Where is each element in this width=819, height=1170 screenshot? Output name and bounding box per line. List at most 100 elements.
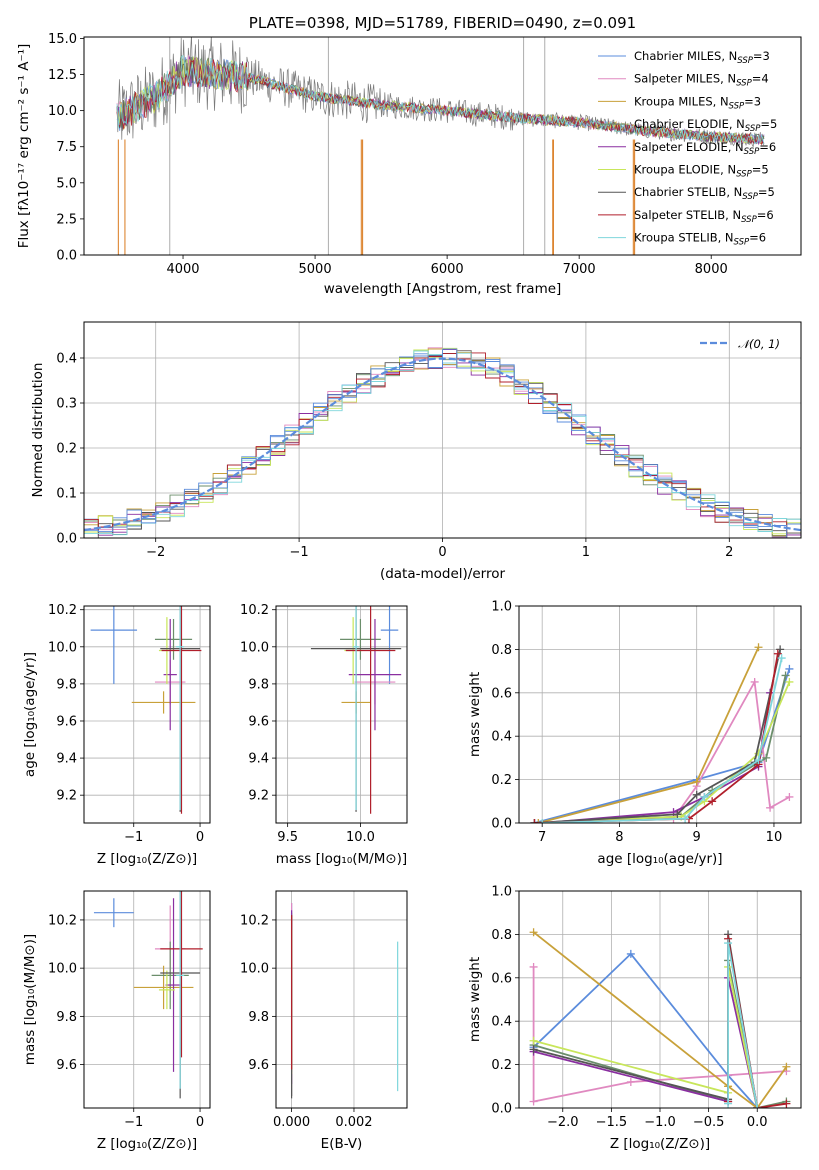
axes-mass-vs-EBV: 0.000 0.002 9.6 9.8 10.0 10.2 E(B-V)	[240, 890, 408, 1152]
weight-marker	[782, 1099, 791, 1108]
plot-frame	[83, 605, 211, 824]
weight-line	[542, 681, 791, 823]
tick-label-y: 0.4	[491, 1015, 512, 1030]
tick-label-y: 10.0	[240, 962, 269, 977]
weight-marker	[626, 1077, 635, 1086]
weight-line	[542, 692, 771, 823]
legend-label: Salpeter ELODIE, NSSP=6	[634, 140, 776, 157]
weight-marker	[785, 792, 794, 801]
plot-frame	[275, 605, 408, 824]
data-point	[161, 606, 202, 814]
tick-label-y: 2.5	[56, 212, 77, 227]
plot-frame	[275, 890, 408, 1109]
tick-label-x: 10	[766, 830, 783, 845]
plot-frame	[518, 890, 802, 1109]
x-axis-label: mass [log₁₀(M/M⊙)]	[276, 851, 407, 867]
weight-line	[532, 952, 758, 1108]
data-point	[158, 970, 175, 1010]
tick-label-y: 9.8	[56, 1010, 77, 1025]
tick-label-y: 1.0	[491, 885, 512, 900]
y-axis-label: mass [log₁₀(M/M⊙)]	[22, 934, 38, 1065]
weight-marker	[777, 654, 786, 663]
weight-marker	[529, 1045, 538, 1054]
x-axis-label: (data-model)/error	[380, 566, 506, 582]
tick-label-x: 2	[725, 545, 733, 560]
tick-label-y: 0.0	[56, 532, 77, 547]
model-spectrum-line	[116, 54, 765, 145]
tick-label-y: 9.8	[248, 1010, 269, 1025]
tick-label-x: −1.0	[644, 1115, 676, 1130]
data-point	[131, 691, 196, 714]
weight-marker	[529, 1036, 538, 1045]
weight-marker	[773, 649, 782, 658]
data-point	[345, 606, 396, 814]
tick-label-x: 0	[196, 1115, 204, 1130]
weight-line	[533, 977, 759, 1108]
x-axis-label: wavelength [Angstrom, rest frame]	[324, 281, 562, 297]
tick-label-y: 10.0	[48, 104, 77, 119]
model-dropout	[552, 139, 554, 255]
x-axis-label: age [log₁₀(age/yr)]	[597, 851, 722, 867]
y-axis-label: age [log₁₀(age/yr)]	[22, 652, 38, 777]
model-spectrum-line	[116, 56, 765, 144]
weight-line	[727, 942, 759, 1108]
data-point	[90, 606, 138, 684]
tick-label-y: 0.4	[491, 730, 512, 745]
tick-label-y: 9.6	[56, 1058, 77, 1073]
error-bars	[93, 891, 203, 1099]
tick-label-y: 0.2	[56, 442, 77, 457]
weight-marker	[700, 792, 709, 801]
weight-line	[533, 931, 788, 1108]
tick-label-x: 0.002	[335, 1115, 372, 1130]
tick-label-y: 0.2	[491, 773, 512, 788]
tick-label-y: 0.0	[56, 249, 77, 264]
weight-marker	[692, 777, 701, 786]
weight-marker	[766, 803, 775, 812]
tick-label-y: 0.3	[56, 397, 77, 412]
axes-age-vs-mass: 9.5 10.0 9.2 9.4 9.6 9.8 10.0 10.2 mass [log₁₀(M…	[240, 603, 408, 867]
tick-label-y: 0.2	[491, 1058, 512, 1073]
legend-label: Kroupa STELIB, NSSP=6	[634, 231, 766, 248]
weight-line	[542, 657, 783, 823]
plot-frame	[518, 605, 802, 824]
legend-label: Salpeter MILES, NSSP=4	[634, 72, 769, 89]
tick-label-y: 0.8	[491, 928, 512, 943]
weight-marker	[626, 949, 635, 958]
tick-label-x: −1	[124, 1115, 143, 1130]
tick-label-y: 0.1	[56, 487, 77, 502]
tick-label-y: 10.2	[48, 913, 77, 928]
normal-curve	[84, 357, 801, 532]
legend-label: 𝒩(0, 1)	[738, 337, 780, 351]
tick-label-x: −2	[146, 545, 165, 560]
legend-label: Kroupa ELODIE, NSSP=5	[634, 163, 769, 180]
plot-frame	[83, 321, 802, 539]
weight-marker	[785, 664, 794, 673]
tick-label-y: 9.2	[56, 789, 77, 804]
tick-label-y: 10.0	[48, 640, 77, 655]
weight-marker	[530, 819, 539, 823]
data-point	[165, 898, 182, 1072]
tick-label-y: 9.8	[56, 677, 77, 692]
weight-line	[534, 679, 790, 823]
axes-residuals: −2 −1 0 1 2 0.0 0.1 0.2 0.3 0.4 (data-model)/error…	[30, 321, 802, 582]
y-axis-label: Flux [fλ10⁻¹⁷ erg cm⁻² s⁻¹ A⁻¹]	[16, 44, 32, 249]
spectrum-lines	[116, 37, 765, 255]
legend-label: Chabrier ELODIE, NSSP=5	[634, 117, 777, 134]
axes-weight-vs-Z: −2.0 −1.5 −1.0 −0.5 0.0 0.0 0.2 0.4 0.6 0.8 1.0 Z […	[467, 885, 802, 1152]
y-axis-label: mass weight	[467, 957, 483, 1042]
data-point	[154, 618, 193, 660]
weight-line	[534, 653, 779, 823]
tick-label-y: 10.2	[240, 913, 269, 928]
weight-marker	[708, 797, 717, 806]
x-axis-label: E(B-V)	[321, 1136, 363, 1152]
error-bars	[290, 903, 399, 1099]
axes-weight-vs-age: 7 8 9 10 0.0 0.2 0.4 0.6 0.8 1.0 age [log₁₀(age/yr…	[467, 600, 802, 867]
tick-label-y: 10.2	[240, 603, 269, 618]
model-dropout	[360, 139, 364, 255]
model-dropout	[117, 139, 126, 255]
data-point	[176, 606, 185, 811]
weight-marker	[529, 928, 538, 937]
chart-title: PLATE=0398, MJD=51789, FIBERID=0490, z=0…	[249, 14, 636, 32]
tick-label-y: 9.6	[56, 714, 77, 729]
tick-label-x: 9	[693, 830, 701, 845]
